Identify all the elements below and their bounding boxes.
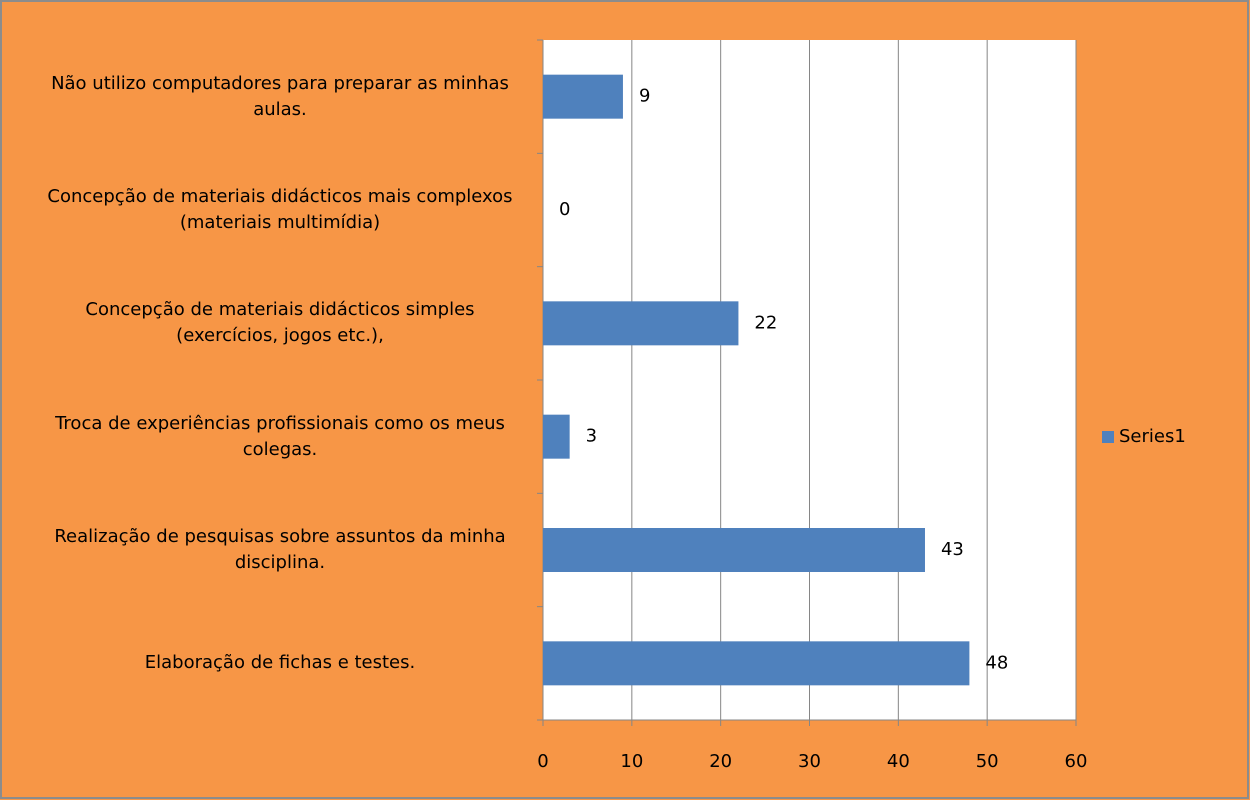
legend-label: Series1 (1119, 426, 1186, 447)
x-tick-label: 20 (709, 751, 732, 772)
x-tick-label: 50 (976, 751, 999, 772)
y-tick-label: Troca de experiências profissionais como… (55, 412, 505, 460)
data-label: 43 (941, 539, 964, 560)
x-tick-label: 40 (887, 751, 910, 772)
bar (543, 528, 925, 572)
y-tick-label: Elaboração de fichas e testes. (144, 652, 416, 674)
y-tick-label: Não utilizo computadores para preparar a… (51, 72, 509, 120)
y-tick-label: Concepção de materiais didácticos simple… (85, 299, 475, 347)
x-tick-label: 10 (620, 751, 643, 772)
bar (543, 414, 570, 459)
bar (543, 641, 970, 686)
bar (543, 74, 623, 119)
data-label: 0 (559, 199, 570, 220)
data-label: 22 (754, 312, 777, 333)
x-tick-label: 60 (1065, 751, 1088, 772)
data-label: 3 (586, 426, 597, 447)
legend-swatch (1102, 431, 1114, 443)
y-tick-label: Concepção de materiais didácticos mais c… (47, 186, 513, 233)
x-tick-label: 30 (798, 751, 821, 772)
y-tick-label: Realização de pesquisas sobre assuntos d… (54, 526, 506, 573)
data-label: 9 (639, 86, 650, 107)
data-label: 48 (985, 652, 1008, 673)
x-tick-label: 0 (537, 751, 548, 772)
bar (543, 301, 739, 346)
